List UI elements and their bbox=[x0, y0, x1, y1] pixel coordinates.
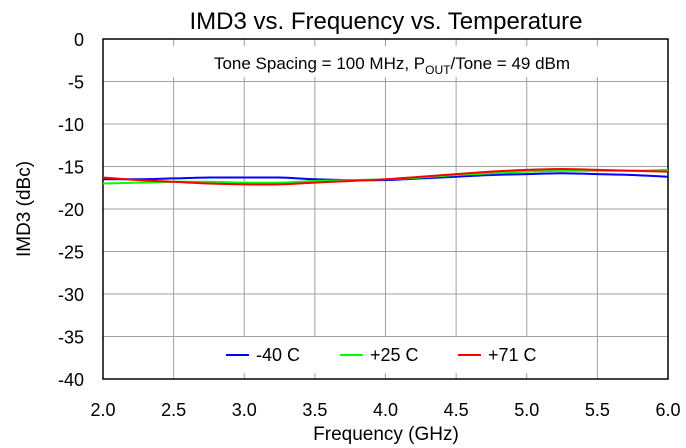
y-tick-label: -20 bbox=[58, 200, 84, 220]
annotation-box: Tone Spacing = 100 MHz, POUT/Tone = 49 d… bbox=[160, 46, 624, 77]
y-tick-labels: 0 -5 -10 -15 -20 -25 -30 -35 -40 bbox=[58, 30, 84, 390]
legend-label-0: -40 C bbox=[256, 345, 300, 365]
series-line-2 bbox=[102, 168, 669, 186]
y-tick-label: -40 bbox=[58, 370, 84, 390]
x-tick-label: 4.5 bbox=[444, 400, 469, 420]
annotation-suffix: /Tone = 49 dBm bbox=[451, 54, 571, 73]
y-tick-label: -15 bbox=[58, 158, 84, 178]
series-lines bbox=[102, 168, 669, 186]
y-tick-label: -25 bbox=[58, 243, 84, 263]
legend-background bbox=[203, 337, 568, 373]
y-tick-label: -5 bbox=[68, 73, 84, 93]
x-tick-label: 2.5 bbox=[161, 400, 186, 420]
legend-label-2: +71 C bbox=[488, 345, 537, 365]
legend-label-1: +25 C bbox=[370, 345, 419, 365]
x-tick-label: 4.0 bbox=[373, 400, 398, 420]
x-tick-label: 5.0 bbox=[514, 400, 539, 420]
y-tick-label: -30 bbox=[58, 285, 84, 305]
x-tick-label: 3.0 bbox=[232, 400, 257, 420]
y-axis-label: IMD3 (dBc) bbox=[14, 161, 35, 257]
x-tick-label: 6.0 bbox=[655, 400, 680, 420]
x-tick-label: 5.5 bbox=[585, 400, 610, 420]
annotation-prefix: Tone Spacing = 100 MHz, P bbox=[214, 54, 425, 73]
y-tick-label: 0 bbox=[74, 30, 84, 50]
x-tick-label: 3.5 bbox=[302, 400, 327, 420]
annotation-text: Tone Spacing = 100 MHz, POUT/Tone = 49 d… bbox=[214, 54, 570, 77]
x-tick-labels: 2.0 2.5 3.0 3.5 4.0 4.5 5.0 5.5 6.0 bbox=[90, 400, 680, 420]
x-axis-label: Frequency (GHz) bbox=[313, 424, 459, 445]
plot-area bbox=[102, 38, 669, 380]
y-tick-label: -35 bbox=[58, 328, 84, 348]
chart-title: IMD3 vs. Frequency vs. Temperature bbox=[189, 8, 582, 35]
annotation-subscript: OUT bbox=[425, 63, 451, 77]
legend: -40 C +25 C +71 C bbox=[203, 337, 568, 373]
y-tick-label: -10 bbox=[58, 115, 84, 135]
grid-lines bbox=[103, 39, 668, 379]
x-tick-label: 2.0 bbox=[90, 400, 115, 420]
